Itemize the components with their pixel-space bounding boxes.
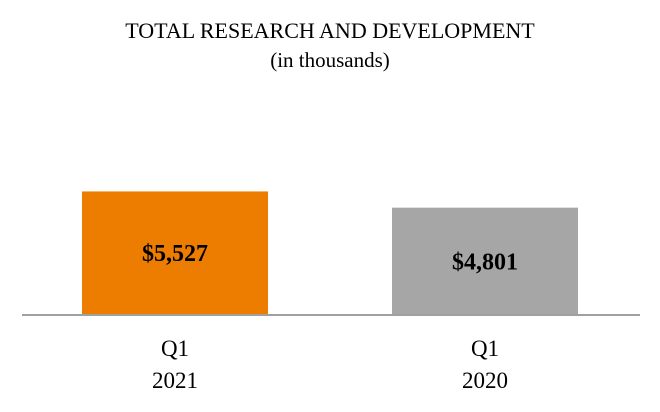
bar-1 — [392, 207, 578, 315]
x-tick-label-0-line1: Q1 — [161, 336, 189, 361]
bar-value-label-0: $5,527 — [142, 241, 208, 267]
x-tick-label-1-line2: 2020 — [462, 368, 508, 393]
chart-title: TOTAL RESEARCH AND DEVELOPMENT — [125, 18, 535, 43]
x-tick-label-1-line1: Q1 — [471, 336, 499, 361]
bars-group: $5,527 $4,801 — [82, 191, 578, 315]
chart-subtitle: (in thousands) — [270, 48, 390, 72]
bar-value-label-1: $4,801 — [452, 249, 518, 275]
bar-0 — [82, 191, 268, 315]
x-tick-label-0-line2: 2021 — [152, 368, 198, 393]
x-tick-labels: Q1 2021 Q1 2020 — [152, 336, 508, 393]
